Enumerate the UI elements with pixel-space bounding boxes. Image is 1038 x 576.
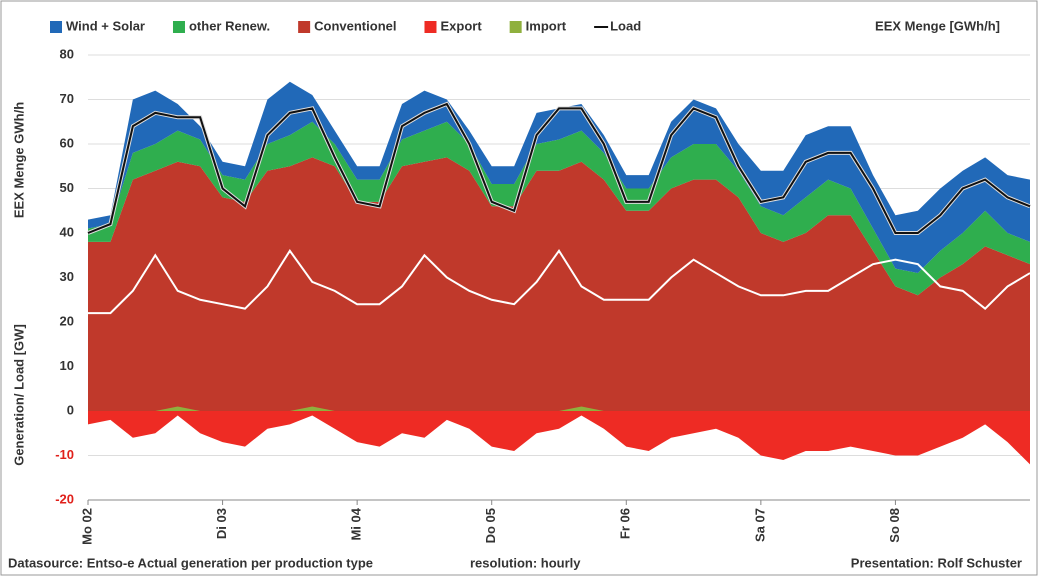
- legend-swatch: [424, 21, 437, 33]
- legend-swatch: [509, 21, 522, 33]
- y-tick-label: 30: [60, 269, 74, 284]
- x-tick-label: Di 03: [214, 508, 229, 539]
- x-tick-label: Fr 06: [618, 508, 633, 539]
- x-tick-label: Mi 04: [349, 507, 364, 540]
- y-tick-label: 0: [67, 402, 74, 417]
- y-tick-label: -10: [55, 447, 74, 462]
- legend-label: Load: [610, 18, 641, 33]
- footer-left: Datasource: Entso-e Actual generation pe…: [8, 555, 373, 570]
- area: [88, 406, 1030, 411]
- y-title-upper: EEX Menge GWh/h: [11, 102, 26, 218]
- legend-label: Wind + Solar: [66, 18, 145, 33]
- x-tick-label: Do 05: [483, 508, 498, 543]
- y-tick-label: 70: [60, 91, 74, 106]
- area: [88, 411, 1030, 465]
- y-tick-label: 40: [60, 224, 74, 239]
- footer-right: Presentation: Rolf Schuster: [851, 555, 1022, 570]
- legend-swatch: [298, 21, 311, 33]
- legend-label: Conventionel: [314, 18, 396, 33]
- legend-swatch: [172, 21, 185, 33]
- legend-extra: EEX Menge [GWh/h]: [875, 18, 1000, 33]
- line: [88, 249, 1031, 315]
- legend-label: Import: [526, 18, 567, 33]
- y-tick-label: 20: [60, 313, 74, 328]
- x-tick-label: So 08: [887, 508, 902, 543]
- legend-label: other Renew.: [189, 18, 270, 33]
- y-tick-label: 60: [60, 135, 74, 150]
- area: [88, 121, 1030, 296]
- footer-mid: resolution: hourly: [470, 555, 581, 570]
- line: [87, 102, 1031, 234]
- area: [88, 157, 1030, 411]
- legend-swatch: [50, 21, 62, 33]
- y-tick-label: 10: [60, 358, 74, 373]
- y-tick-label: 50: [60, 180, 74, 195]
- y-title-lower: Generation/ Load [GW]: [11, 324, 26, 466]
- y-tick-label: 80: [60, 46, 74, 61]
- x-tick-label: Sa 07: [752, 508, 767, 542]
- y-tick-label: -20: [55, 491, 74, 506]
- x-tick-label: Mo 02: [79, 508, 94, 545]
- legend-label: Export: [440, 18, 482, 33]
